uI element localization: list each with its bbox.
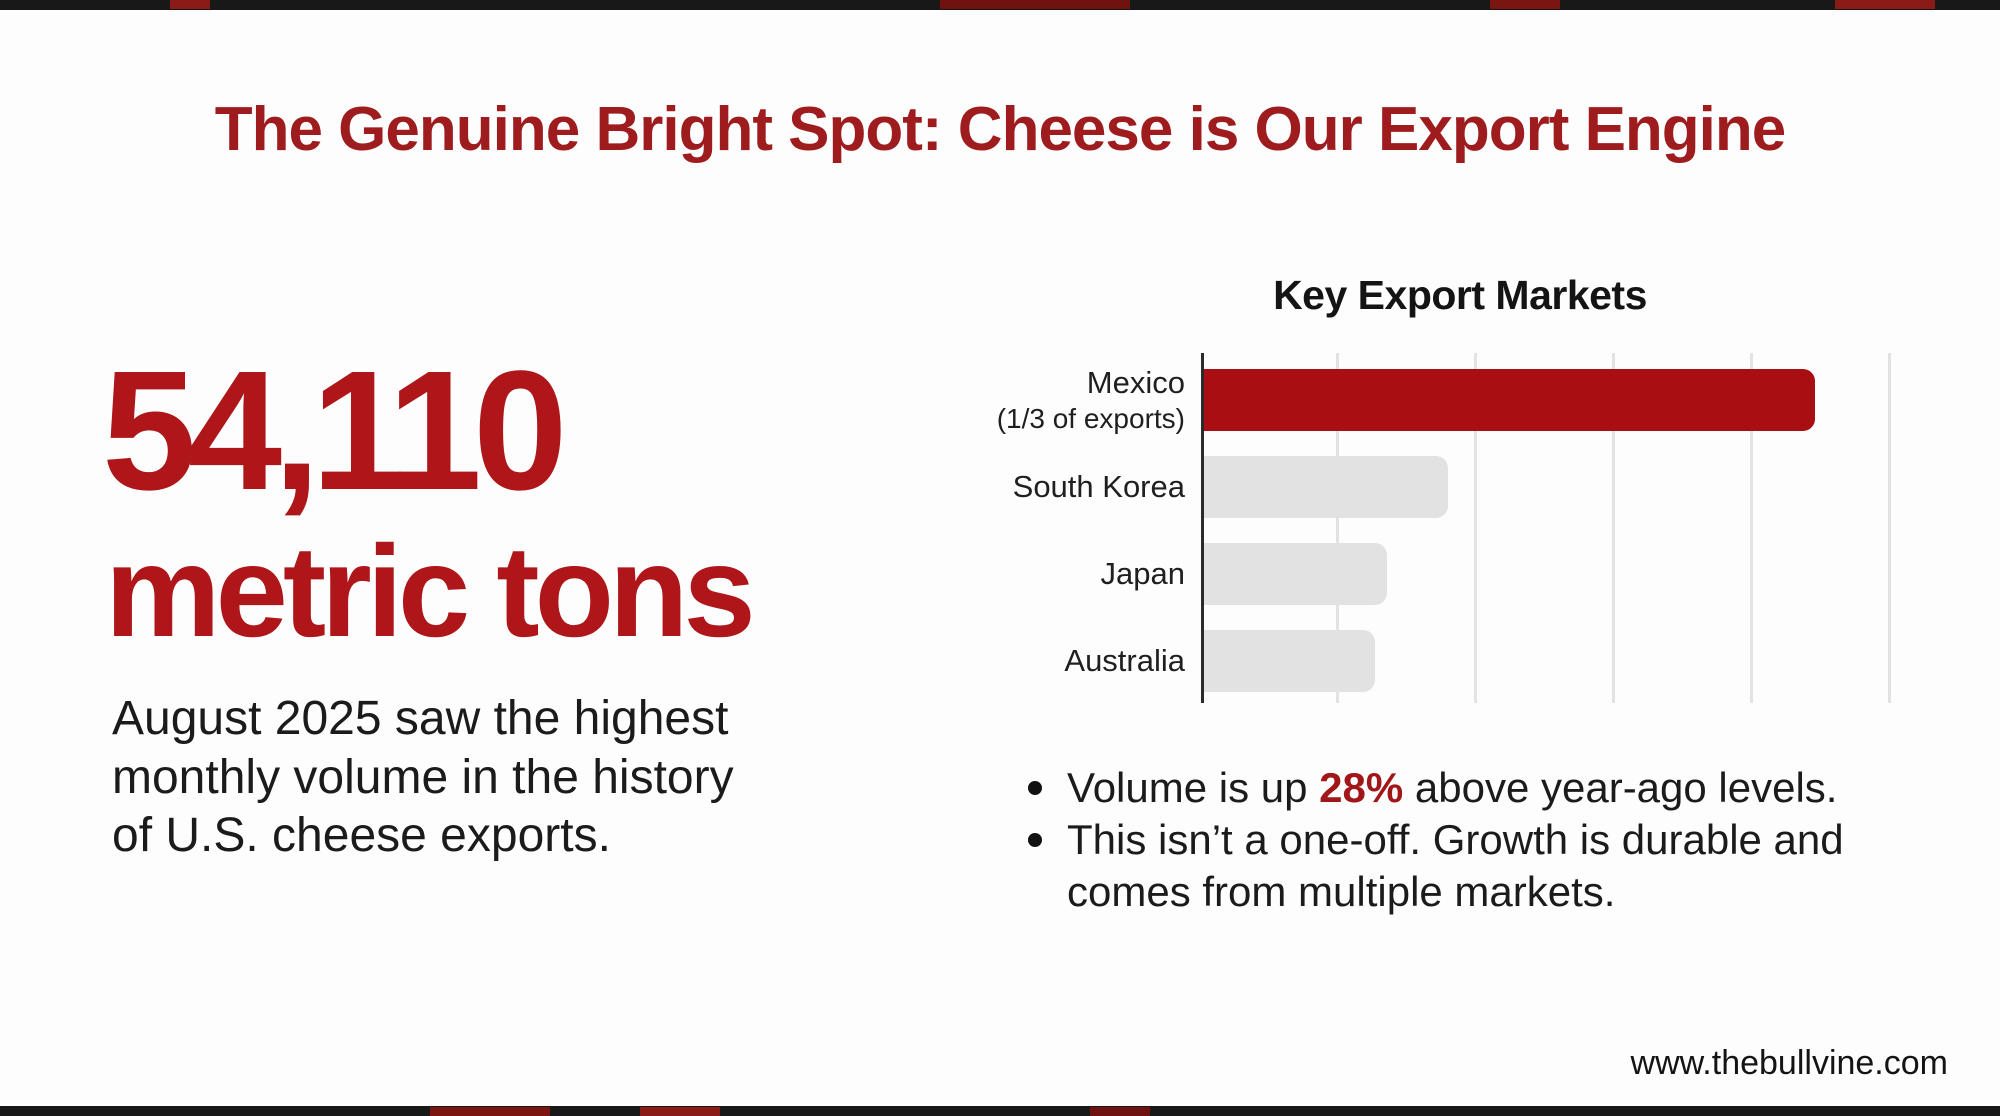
chart-label-mexico: Mexico (1/3 of exports) xyxy=(860,365,1185,434)
stat-description-line: August 2025 saw the highest xyxy=(112,692,729,745)
bullet-text-line: comes from multiple markets. xyxy=(1067,868,1616,916)
chart-label-line: Australia xyxy=(1064,643,1185,679)
bar-south-korea xyxy=(1204,456,1449,518)
bullet-item: This isn’t a one-off. Growth is durable … xyxy=(1028,814,1908,918)
stat-value: 54,110 xyxy=(102,336,568,526)
bullet-dot-icon xyxy=(1028,833,1042,848)
bullet-text-part: above year-ago levels. xyxy=(1403,764,1838,811)
bullet-item: Volume is up 28% above year-ago levels. xyxy=(1028,762,1908,814)
bar-mexico xyxy=(1204,369,1815,431)
stat-description-line: monthly volume in the history xyxy=(112,750,734,804)
stat-unit: metric tons xyxy=(105,518,756,664)
bar-australia xyxy=(1204,630,1375,692)
chart-category-labels: Mexico (1/3 of exports) South Korea Japa… xyxy=(860,353,1185,703)
top-edge-strip xyxy=(0,0,2000,10)
chart-label-line: South Korea xyxy=(1012,469,1185,505)
chart-label-subline: (1/3 of exports) xyxy=(996,402,1185,434)
bullet-text: This isn’t a one-off. Growth is durable … xyxy=(1067,814,1844,918)
stat-description: August 2025 saw the highest monthly volu… xyxy=(112,690,734,866)
footer-website-url: www.thebullvine.com xyxy=(1630,1044,1948,1082)
bullet-text-line: This isn’t a one-off. Growth is durable … xyxy=(1067,816,1844,864)
bullet-text: Volume is up 28% above year-ago levels. xyxy=(1067,762,1837,814)
bullet-dot-icon xyxy=(1028,781,1042,795)
chart-label-japan: Japan xyxy=(860,543,1185,605)
bottom-edge-strip xyxy=(0,1106,2000,1116)
y-axis-line xyxy=(1201,353,1204,703)
chart-title: Key Export Markets xyxy=(1273,272,1647,318)
chart-label-australia: Australia xyxy=(860,630,1185,692)
bullet-text-part: Volume is up xyxy=(1067,764,1320,811)
chart-label-line: Mexico xyxy=(1086,365,1185,401)
chart-label-south-korea: South Korea xyxy=(860,456,1185,518)
bullet-highlight: 28% xyxy=(1319,764,1404,811)
stat-description-line: of U.S. cheese exports. xyxy=(112,809,611,863)
chart-label-line: Japan xyxy=(1100,556,1185,592)
bar-japan xyxy=(1204,543,1388,605)
bar-chart-plot-area xyxy=(1201,353,1946,703)
page-title: The Genuine Bright Spot: Cheese is Our E… xyxy=(214,95,1787,164)
bullet-list: Volume is up 28% above year-ago levels. … xyxy=(1028,762,1908,918)
